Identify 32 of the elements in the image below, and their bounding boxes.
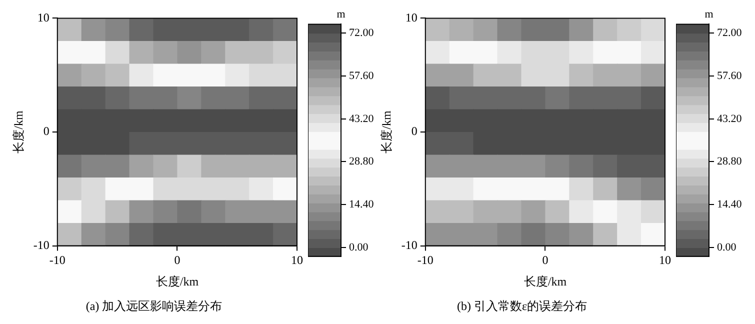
color-bar-label: 43.20 — [717, 112, 742, 125]
color-bar-title: m — [336, 8, 346, 20]
color-bar-label: 14.40 — [717, 198, 742, 210]
y-tick-label: 0 — [411, 124, 418, 138]
x-axis-title: 长度/km — [156, 274, 200, 289]
x-tick-label: 0 — [542, 253, 548, 268]
text: (a) 加入远区影响误差分布 — [86, 298, 222, 313]
y-tick-label: -10 — [401, 238, 418, 252]
color-bar-label: 72.00 — [717, 27, 742, 40]
x-tick-label: 10 — [291, 253, 303, 268]
y-tick-label: 10 — [405, 10, 418, 24]
y-axis-title: 长度/km — [379, 110, 394, 154]
x-tick-label: 0 — [174, 253, 180, 268]
x-tick-label: 10 — [659, 253, 671, 268]
color-bar-label: 57.60 — [717, 70, 742, 82]
color-bar-label: 43.20 — [349, 112, 374, 125]
color-bar-label: 72.00 — [349, 27, 374, 40]
text: (b) 引入常数ε的误差分布 — [456, 298, 588, 313]
color-bar-label: 0.00 — [349, 241, 369, 254]
color-bar-label: 14.40 — [349, 198, 374, 210]
y-axis-title: 长度/km — [11, 110, 26, 154]
y-tick-label: 10 — [37, 10, 50, 24]
color-bar-label: 0.00 — [717, 241, 737, 254]
color-bar-label: 28.80 — [717, 156, 742, 168]
y-tick-label: 0 — [43, 124, 50, 138]
x-tick-label: -10 — [417, 253, 434, 268]
color-bar-title: m — [704, 8, 714, 20]
color-bar-label: 57.60 — [349, 70, 374, 82]
y-tick-label: -10 — [33, 238, 50, 252]
x-axis-title: 长度/km — [524, 274, 568, 289]
color-bar-label: 28.80 — [349, 156, 374, 168]
x-tick-label: -10 — [49, 253, 66, 268]
